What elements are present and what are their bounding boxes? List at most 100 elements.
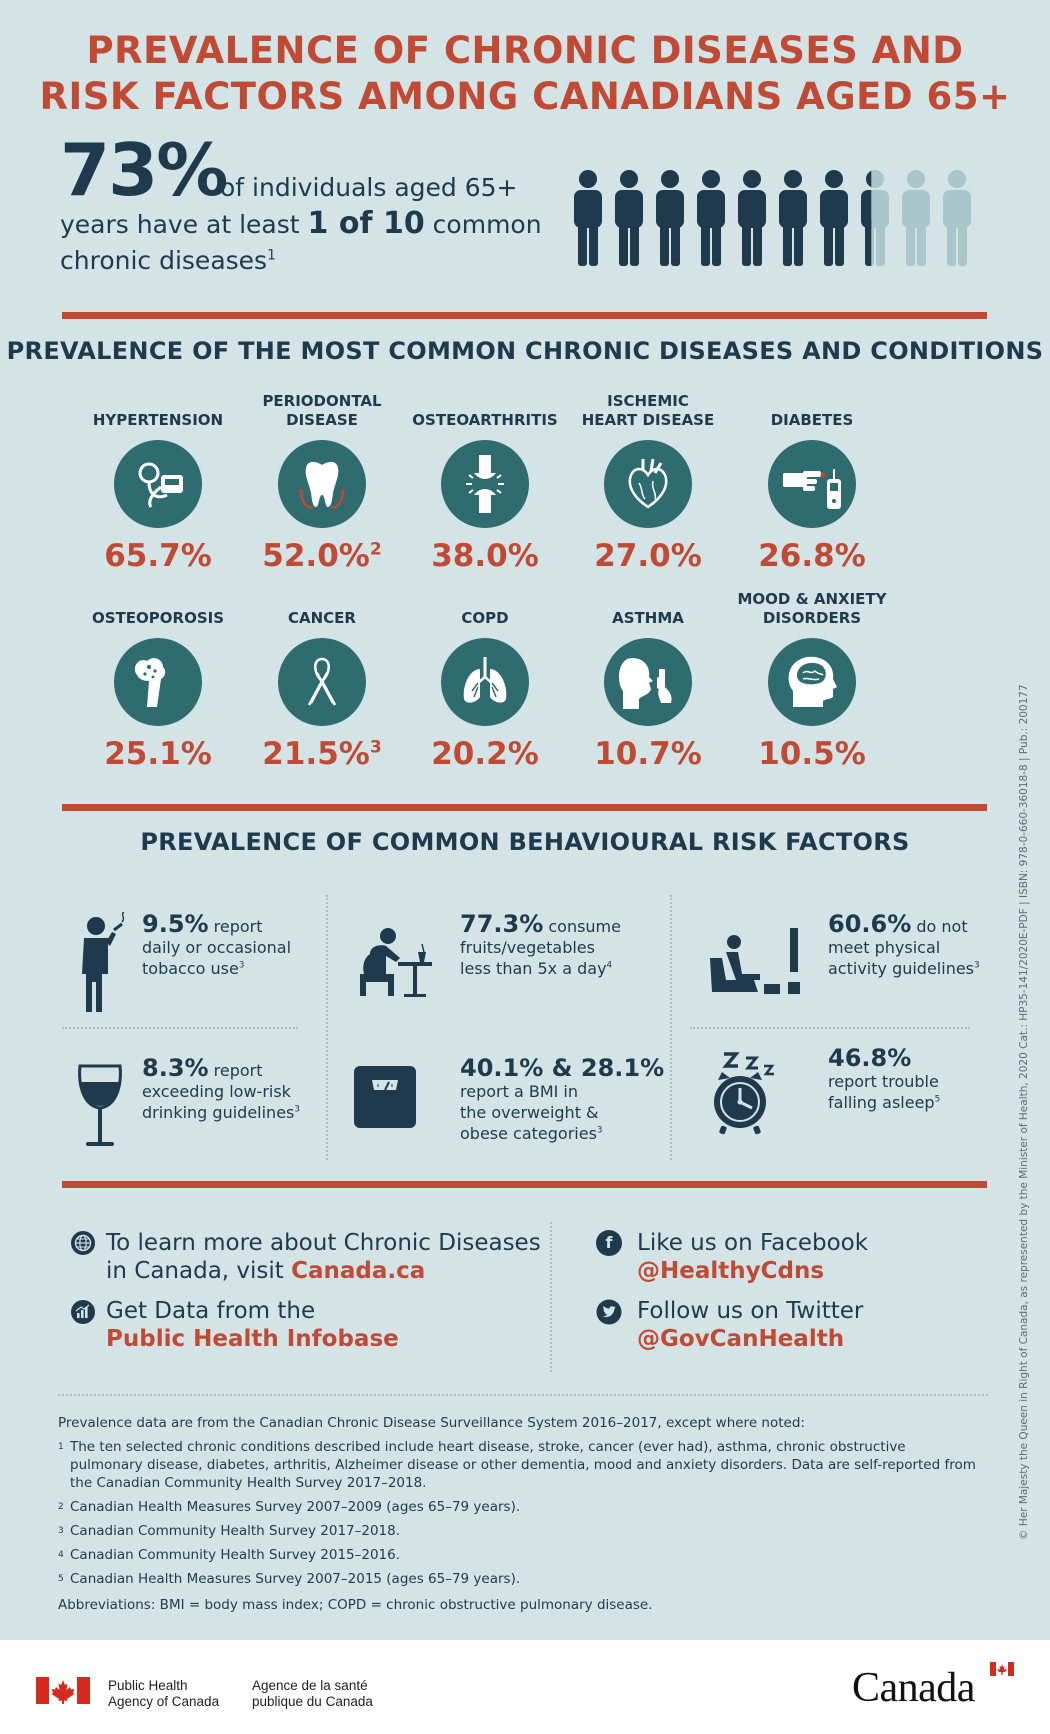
risk-text-line: daily or occasional (142, 938, 292, 957)
headline-text-c: common (432, 210, 542, 239)
risk-text-after: do not (911, 917, 968, 936)
ribbon-icon (278, 638, 366, 726)
disease-name: CANCER (232, 588, 412, 628)
footnotes-list: 1 The ten selected chronic conditions des… (58, 1438, 978, 1588)
disease-name-line-2: OSTEOARTHRITIS (412, 411, 558, 429)
footnote-text: Canadian Health Measures Survey 2007–200… (70, 1499, 521, 1515)
agency-fr-line-1: Agence de la santé (252, 1678, 368, 1693)
disease-value-text: 65.7% (104, 538, 212, 574)
heart-icon (604, 440, 692, 528)
twitter-line: Follow us on Twitter (637, 1298, 864, 1324)
risk-text: 8.3% report exceeding low-risk drinking gu… (142, 1056, 300, 1123)
canada-ca-link[interactable]: Canada.ca (291, 1258, 426, 1284)
blood-pressure-icon (114, 440, 202, 528)
footnote-mark: 5 (58, 1574, 64, 1584)
footnote: 4 Canadian Community Health Survey 2015–2… (58, 1546, 978, 1564)
disease-value-text: 27.0% (594, 538, 702, 574)
disease-value: 65.7% (68, 538, 248, 574)
disease-name-line-2: DISORDERS (762, 609, 862, 627)
risk-footnote: 4 (606, 960, 613, 971)
brain-icon (768, 638, 856, 726)
footnote-text: Canadian Community Health Survey 2017–20… (70, 1523, 401, 1539)
twitter-handle-link[interactable]: @GovCanHealth (637, 1326, 845, 1352)
notes-separator (58, 1394, 988, 1396)
divider-3 (62, 1181, 987, 1188)
sedentary-icon (702, 912, 802, 1002)
disease-name-line-2: HEART DISEASE (581, 411, 715, 429)
footnote-mark: 3 (58, 1526, 64, 1536)
disease-value: 10.5% (722, 736, 902, 772)
twitter-icon[interactable] (596, 1299, 622, 1325)
headline-text-b: years have at least (60, 210, 300, 239)
risk-text-line: report trouble (828, 1072, 939, 1091)
disease-name-line-1: ISCHEMIC (607, 392, 689, 410)
risk-text-line: falling asleep5 (828, 1093, 941, 1112)
disease-footnote: 2 (369, 539, 382, 560)
disease-name-line-2: DISEASE (286, 411, 358, 429)
footnote-text: Canadian Community Health Survey 2015–20… (70, 1547, 401, 1563)
risk-value: 77.3% (460, 910, 544, 938)
disease-value: 20.2% (395, 736, 575, 772)
disease-name: OSTEOARTHRITIS (395, 390, 575, 430)
risk-separator-h1 (62, 1027, 298, 1029)
people-pictogram (574, 170, 971, 266)
main-title-line-2: RISK FACTORS AMONG CANADIANS AGED 65+ (39, 75, 1011, 118)
disease-item: OSTEOPOROSIS 25.1% (68, 588, 248, 772)
footnote-mark: 4 (58, 1550, 64, 1560)
disease-name: PERIODONTAL DISEASE (232, 390, 412, 430)
globe-icon (71, 1231, 95, 1255)
facebook-icon[interactable]: f (596, 1230, 622, 1256)
links-separator (550, 1222, 552, 1372)
headline-stat: 73% of individuals aged 65+ years have a… (60, 128, 542, 275)
twitter-text: Follow us on Twitter @GovCanHealth (637, 1297, 863, 1353)
disease-footnote: 3 (369, 737, 382, 758)
copyright-side-text: © Her Majesty the Queen in Right of Cana… (1018, 684, 1030, 1540)
risk-value: 9.5% (142, 910, 209, 938)
footnote-mark: 2 (58, 1502, 64, 1512)
risk-value: 60.6% (828, 910, 912, 938)
disease-value: 27.0% (558, 538, 738, 574)
disease-name-line-2: OSTEOPOROSIS (91, 609, 225, 627)
disease-item: CANCER 21.5%3 (232, 588, 412, 772)
get-data-line-1: Get Data from the (106, 1298, 316, 1324)
disease-value-text: 52.0% (262, 538, 370, 574)
get-data-text: Get Data from the Public Health Infobase (106, 1297, 399, 1353)
footnote: 1 The ten selected chronic conditions des… (58, 1438, 978, 1492)
risk-footnote: 3 (974, 960, 980, 971)
disease-value: 10.7% (558, 736, 738, 772)
alarm-clock-icon (702, 1046, 782, 1142)
risk-text: 77.3% consume fruits/vegetables less than … (460, 912, 621, 979)
scale-icon (352, 1056, 422, 1136)
risk-text-line: the overweight & (460, 1103, 599, 1122)
wordmark-flag-icon (990, 1662, 1014, 1676)
lungs-icon (441, 638, 529, 726)
notes: Prevalence data are from the Canadian Ch… (58, 1414, 978, 1614)
wine-glass-icon (70, 1056, 130, 1156)
facebook-handle-link[interactable]: @HealthyCdns (637, 1258, 825, 1284)
risk-item: 40.1% & 28.1% report a BMI in the overweig… (352, 1056, 692, 1166)
risk-footnote: 3 (294, 1104, 300, 1115)
risk-text-line: exceeding low-risk (142, 1082, 291, 1101)
risk-text-line: meet physical (828, 938, 941, 957)
headline-text-d: chronic diseases (60, 246, 268, 275)
risk-separator-v1 (326, 895, 328, 1160)
agency-fr-line-2: publique du Canada (252, 1694, 373, 1709)
risk-text-after: report (208, 917, 263, 936)
risk-text-after: consume (543, 917, 621, 936)
risk-value: 40.1% & 28.1% (460, 1054, 665, 1082)
disease-item: MOOD & ANXIETY DISORDERS 10.5% (722, 588, 902, 772)
headline-line-2: years have at least 1 of 10 common (60, 206, 542, 241)
disease-value-text: 10.5% (758, 736, 866, 772)
agency-en-line-2: Agency of Canada (108, 1694, 220, 1709)
risk-text-line: obese categories3 (460, 1124, 603, 1143)
infobase-link[interactable]: Public Health Infobase (106, 1326, 399, 1352)
canada-wordmark: Canada (852, 1665, 975, 1711)
disease-value-text: 20.2% (431, 736, 539, 772)
risk-item: 77.3% consume fruits/vegetables less than … (352, 912, 692, 1022)
risk-text-line: report a BMI in (460, 1082, 579, 1101)
joint-icon (441, 440, 529, 528)
disease-value: 21.5%3 (232, 736, 412, 772)
risk-footnote: 5 (934, 1094, 941, 1105)
disease-item: COPD 20.2% (395, 588, 575, 772)
disease-value: 38.0% (395, 538, 575, 574)
